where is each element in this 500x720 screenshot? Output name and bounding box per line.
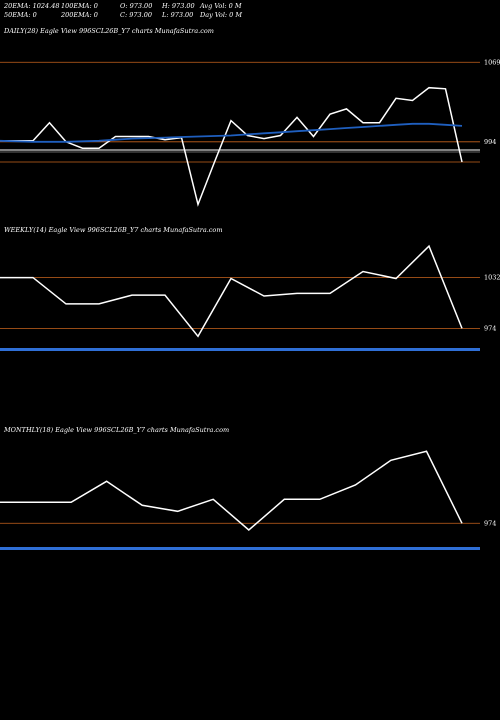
avg-vol-label: Avg Vol: 0 M <box>200 2 242 10</box>
series-line-2-0 <box>0 450 463 531</box>
y-tick-label-0-1: 994 <box>484 138 496 146</box>
ema100-label: 100EMA: 0 <box>61 2 98 10</box>
y-tick-label-2-0: 974 <box>484 519 496 527</box>
series-line-1-0 <box>0 244 463 338</box>
low-label: L: 973.00 <box>162 11 194 19</box>
open-label: O: 973.00 <box>120 2 153 10</box>
y-tick-label-1-0: 1032 <box>484 274 500 282</box>
baseline-2 <box>0 547 480 550</box>
day-vol-label: Day Vol: 0 M <box>200 11 243 19</box>
ema20-label: 20EMA: 1024.48 <box>4 2 60 10</box>
y-tick-label-1-1: 974 <box>484 324 496 332</box>
series-line-0-0 <box>0 86 463 207</box>
ema50-label: 50EMA: 0 <box>4 11 37 19</box>
ema200-label: 200EMA: 0 <box>61 11 98 19</box>
weekly-chart-title: WEEKLY(14) Eagle View 996SCL26B_Y7 chart… <box>4 226 223 234</box>
high-label: H: 973.00 <box>162 2 195 10</box>
monthly-chart-title: MONTHLY(18) Eagle View 996SCL26B_Y7 char… <box>4 426 230 434</box>
daily-chart-title: DAILY(28) Eagle View 996SCL26B_Y7 charts… <box>4 27 214 35</box>
baseline-1 <box>0 348 480 351</box>
y-tick-label-0-0: 1069 <box>484 58 500 66</box>
close-label: C: 973.00 <box>120 11 152 19</box>
series-line-0-1 <box>0 122 463 143</box>
